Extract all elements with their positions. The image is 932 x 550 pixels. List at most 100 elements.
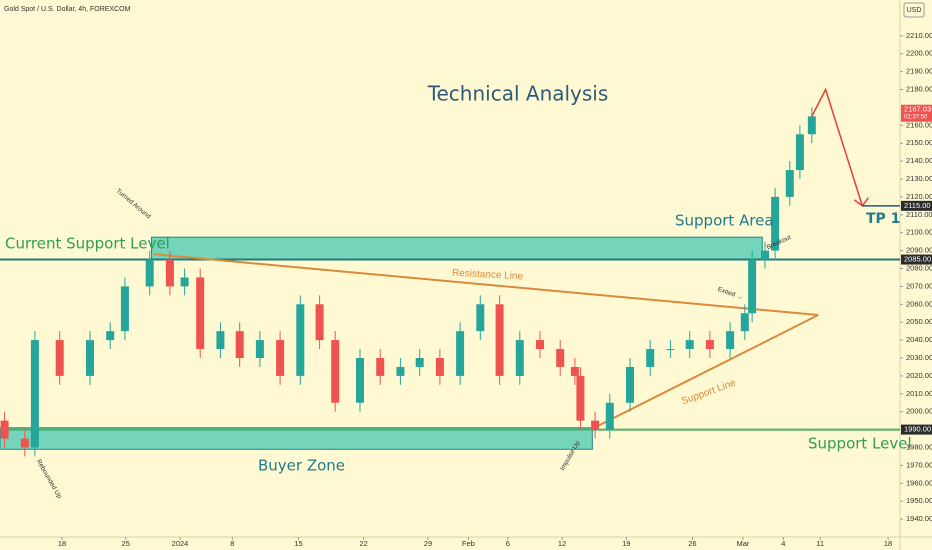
target-name: TP 1 — [866, 211, 900, 227]
candle-body — [106, 331, 115, 341]
candle-body — [180, 277, 189, 287]
y-tick-label: 2150.00 — [906, 138, 932, 147]
x-tick-label: 18 — [884, 539, 892, 548]
y-tick-label: 2030.00 — [906, 353, 932, 362]
candle-body — [296, 304, 305, 376]
y-tick-label: 1960.00 — [906, 478, 932, 487]
y-tick-label: 2130.00 — [906, 174, 932, 183]
candle-body — [476, 304, 485, 332]
y-tick-label: 1980.00 — [906, 442, 932, 451]
target-tag — [901, 200, 932, 211]
candle-body — [216, 331, 225, 350]
candle-body — [666, 349, 675, 351]
x-tick-label: 6 — [506, 539, 510, 548]
zone-label: Buyer Zone — [258, 457, 345, 475]
y-tick-label: 2020.00 — [906, 371, 932, 380]
candle-body — [685, 340, 694, 350]
currency-box[interactable] — [903, 2, 925, 18]
y-tick-label: 2100.00 — [906, 228, 932, 237]
candle-body — [20, 438, 29, 448]
x-tick-label: 26 — [688, 539, 696, 548]
countdown: 02:37:50 — [904, 114, 928, 120]
candle-body — [515, 340, 524, 376]
y-tick-label: 2210.00 — [906, 31, 932, 40]
candle-body — [646, 349, 655, 367]
y-tick-label: 2190.00 — [906, 67, 932, 76]
y-tick-label: 1940.00 — [906, 514, 932, 523]
y-tick-label: 2070.00 — [906, 281, 932, 290]
candle-body — [761, 250, 769, 260]
currency[interactable]: USD — [907, 7, 922, 14]
price-label: 2167.03 — [904, 105, 931, 114]
x-tick-label: 29 — [424, 539, 432, 548]
candle-body — [30, 340, 39, 448]
x-tick-label: 4 — [781, 539, 785, 548]
candle-body — [456, 331, 465, 376]
candle-body — [570, 366, 579, 376]
y-tick-label: 2000.00 — [906, 407, 932, 416]
level-label: 2085.00 — [904, 255, 931, 264]
y-tick-label: 2090.00 — [906, 246, 932, 255]
trendline — [153, 253, 819, 317]
x-tick-label: 15 — [294, 539, 302, 548]
candle-body — [276, 340, 285, 376]
y-tick-label: 1950.00 — [906, 496, 932, 505]
candle-body — [605, 402, 614, 430]
candle-body — [376, 358, 385, 376]
candle-body — [576, 375, 585, 421]
y-tick-label: 2010.00 — [906, 389, 932, 398]
candle-body — [795, 134, 804, 171]
candle-body — [165, 259, 174, 287]
target-label: 2115.00 — [904, 201, 931, 210]
x-tick-label: 11 — [816, 539, 824, 548]
x-tick-label: 18 — [58, 539, 66, 548]
candle-body — [748, 259, 757, 314]
zone-label: Current Support Level — [5, 235, 170, 253]
y-tick-label: 2080.00 — [906, 263, 932, 272]
candle-body — [415, 358, 424, 367]
candle-body — [315, 304, 324, 341]
x-tick-label: 25 — [122, 539, 130, 548]
y-tick-label: 2160.00 — [906, 120, 932, 129]
price-tag — [901, 104, 932, 122]
candle-body — [120, 286, 129, 332]
y-tick-label: 2120.00 — [906, 192, 932, 201]
candle-body — [331, 340, 340, 403]
candle-body — [196, 277, 205, 350]
x-tick-label: 19 — [622, 539, 630, 548]
candle-body — [591, 420, 600, 430]
candle-body — [255, 340, 264, 358]
x-tick-label: 8 — [230, 539, 234, 548]
projection — [811, 87, 864, 207]
candle-body — [356, 358, 364, 403]
x-tick-label: 22 — [360, 539, 368, 548]
trendline-label: Resistance Line — [452, 268, 524, 283]
x-tick-label: 2024 — [172, 539, 189, 548]
candle-body — [556, 349, 565, 367]
candle-body — [235, 331, 244, 358]
candle-body — [396, 366, 405, 376]
candle-body — [785, 170, 794, 197]
zone — [151, 236, 763, 261]
x-tick-label: Feb — [462, 539, 475, 548]
candle-body — [705, 340, 714, 350]
candle-body — [536, 340, 544, 350]
candle-body — [0, 420, 9, 439]
level-note: Support Level — [808, 435, 912, 453]
trendline — [590, 314, 819, 431]
candle-body — [771, 196, 780, 251]
x-tick-label: 12 — [558, 539, 566, 548]
candle-body — [86, 340, 94, 376]
zone-note: Support Area — [675, 212, 774, 230]
y-tick-label: 2040.00 — [906, 335, 932, 344]
y-tick-label: 2060.00 — [906, 299, 932, 308]
x-tick-label: Mar — [736, 539, 749, 548]
candle-body — [55, 340, 64, 376]
zone — [0, 427, 593, 450]
symbol-title: Gold Spot / U.S. Dollar, 4h, FOREXCOM — [4, 6, 131, 13]
y-tick-label: 2140.00 — [906, 156, 932, 165]
candle-body — [145, 259, 154, 287]
candle-body — [740, 313, 749, 332]
